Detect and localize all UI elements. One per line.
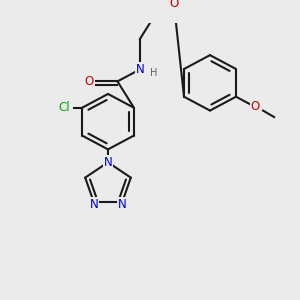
Text: N: N: [136, 63, 144, 76]
Text: O: O: [169, 0, 178, 10]
Text: O: O: [85, 75, 94, 88]
Text: N: N: [103, 156, 112, 169]
Text: Cl: Cl: [58, 101, 70, 114]
Text: O: O: [250, 100, 260, 113]
Text: H: H: [150, 68, 158, 78]
Text: N: N: [118, 198, 127, 211]
Text: N: N: [89, 198, 98, 211]
